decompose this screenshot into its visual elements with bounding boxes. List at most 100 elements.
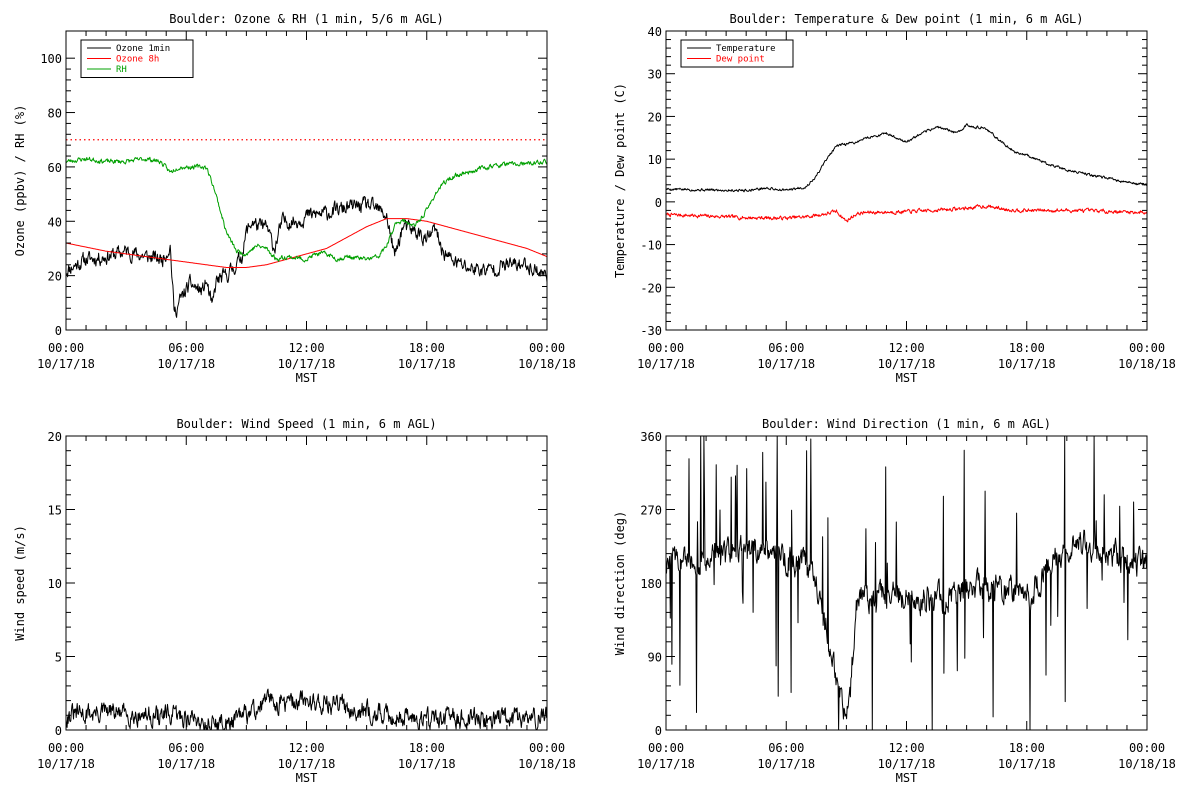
legend-label: Ozone 8h	[116, 55, 159, 65]
y-tick-label: 30	[648, 68, 662, 82]
y-tick-label: -30	[640, 324, 662, 338]
series-group	[666, 123, 1147, 223]
x-axis-label: MST	[296, 771, 318, 785]
x-tick-time: 12:00	[888, 341, 924, 355]
x-tick-date: 10/17/18	[157, 757, 215, 771]
x-tick-date: 10/17/18	[878, 757, 936, 771]
chart-title: Boulder: Wind Speed (1 min, 6 m AGL)	[176, 417, 436, 431]
y-tick-label: 0	[55, 724, 62, 738]
x-tick-time: 18:00	[1009, 341, 1045, 355]
legend-label: RH	[116, 65, 127, 75]
x-tick-date: 10/17/18	[757, 357, 815, 371]
series-line-ozone-1min	[66, 196, 547, 318]
y-tick-label: 270	[640, 504, 662, 518]
x-tick-date: 10/18/18	[518, 357, 576, 371]
y-tick-label: 40	[648, 25, 662, 39]
x-tick-date: 10/17/18	[398, 757, 456, 771]
plot-frame	[65, 435, 548, 731]
x-tick-date: 10/18/18	[518, 757, 576, 771]
x-tick-time: 00:00	[1129, 341, 1165, 355]
y-tick-label: 0	[55, 324, 62, 338]
x-tick-date: 10/17/18	[878, 357, 936, 371]
x-tick-date: 10/18/18	[1118, 357, 1176, 371]
x-tick-time: 06:00	[168, 341, 204, 355]
y-tick-label: 60	[48, 161, 62, 175]
legend-label: Ozone 1min	[116, 44, 170, 54]
series-group	[666, 436, 1147, 730]
y-tick-label: 0	[655, 724, 662, 738]
y-tick-label: 5	[55, 651, 62, 665]
x-tick-time: 00:00	[1129, 741, 1165, 755]
x-tick-date: 10/17/18	[157, 357, 215, 371]
y-tick-label: 10	[48, 577, 62, 591]
y-tick-label: 10	[648, 153, 662, 167]
series-line-temperature	[666, 123, 1147, 193]
x-tick-time: 18:00	[1009, 741, 1045, 755]
y-tick-label: 180	[640, 577, 662, 591]
legend-label: Dew point	[716, 55, 765, 65]
x-axis-label: MST	[896, 371, 918, 385]
y-tick-label: 0	[655, 196, 662, 210]
series-line-wind-direction	[666, 436, 1147, 730]
legend-label: Temperature	[716, 44, 776, 54]
series-group	[66, 688, 547, 730]
series-line-wind-speed	[66, 688, 547, 730]
plot-frame	[665, 30, 1148, 331]
series-line-ozone-8h	[66, 218, 547, 268]
x-tick-date: 10/17/18	[398, 357, 456, 371]
chart-title: Boulder: Wind Direction (1 min, 6 m AGL)	[762, 417, 1051, 431]
x-tick-time: 00:00	[529, 341, 565, 355]
series-line-rh	[66, 156, 547, 263]
x-tick-time: 06:00	[168, 741, 204, 755]
y-tick-label: 15	[48, 504, 62, 518]
chart-wind-speed: Boulder: Wind Speed (1 min, 6 m AGL) 0 5 10…	[13, 417, 576, 785]
y-tick-label: -20	[640, 281, 662, 295]
y-axis-label: Wind speed (m/s)	[13, 525, 27, 641]
chart-title: Boulder: Temperature & Dew point (1 min,…	[729, 12, 1083, 26]
y-axis-label: Temperature / Dew point (C)	[613, 83, 627, 278]
x-tick-time: 00:00	[48, 741, 84, 755]
x-tick-date: 10/17/18	[278, 357, 336, 371]
x-tick-time: 00:00	[648, 341, 684, 355]
legend-box	[680, 39, 794, 68]
y-tick-label: 20	[648, 110, 662, 124]
y-tick-label: 360	[640, 430, 662, 444]
y-tick-label: 80	[48, 107, 62, 121]
series-group	[66, 156, 547, 318]
series-line-dew-point	[666, 204, 1147, 223]
x-tick-date: 10/17/18	[37, 757, 95, 771]
y-axis-label: Wind direction (deg)	[613, 511, 627, 656]
x-tick-date: 10/18/18	[1118, 757, 1176, 771]
x-tick-time: 18:00	[409, 741, 445, 755]
y-axis-label: Ozone (ppbv) / RH (%)	[13, 105, 27, 257]
chart-wind-direction: Boulder: Wind Direction (1 min, 6 m AGL)…	[613, 417, 1176, 785]
x-tick-time: 12:00	[288, 341, 324, 355]
x-tick-date: 10/17/18	[278, 757, 336, 771]
y-tick-label: 100	[40, 52, 62, 66]
x-tick-time: 12:00	[288, 741, 324, 755]
y-tick-label: 20	[48, 270, 62, 284]
y-tick-label: 20	[48, 430, 62, 444]
x-tick-time: 00:00	[648, 741, 684, 755]
y-tick-label: 40	[48, 215, 62, 229]
x-tick-time: 06:00	[768, 741, 804, 755]
x-tick-time: 06:00	[768, 341, 804, 355]
plot-frame	[665, 435, 1148, 731]
x-tick-time: 12:00	[888, 741, 924, 755]
x-tick-date: 10/17/18	[998, 757, 1056, 771]
x-tick-date: 10/17/18	[757, 757, 815, 771]
x-tick-time: 00:00	[48, 341, 84, 355]
x-tick-date: 10/17/18	[637, 757, 695, 771]
x-axis-label: MST	[896, 771, 918, 785]
x-axis-label: MST	[296, 371, 318, 385]
x-tick-date: 10/17/18	[37, 357, 95, 371]
y-tick-label: -10	[640, 239, 662, 253]
x-tick-date: 10/17/18	[998, 357, 1056, 371]
x-tick-time: 00:00	[529, 741, 565, 755]
x-tick-date: 10/17/18	[637, 357, 695, 371]
y-tick-label: 90	[648, 651, 662, 665]
chart-title: Boulder: Ozone & RH (1 min, 5/6 m AGL)	[169, 12, 444, 26]
